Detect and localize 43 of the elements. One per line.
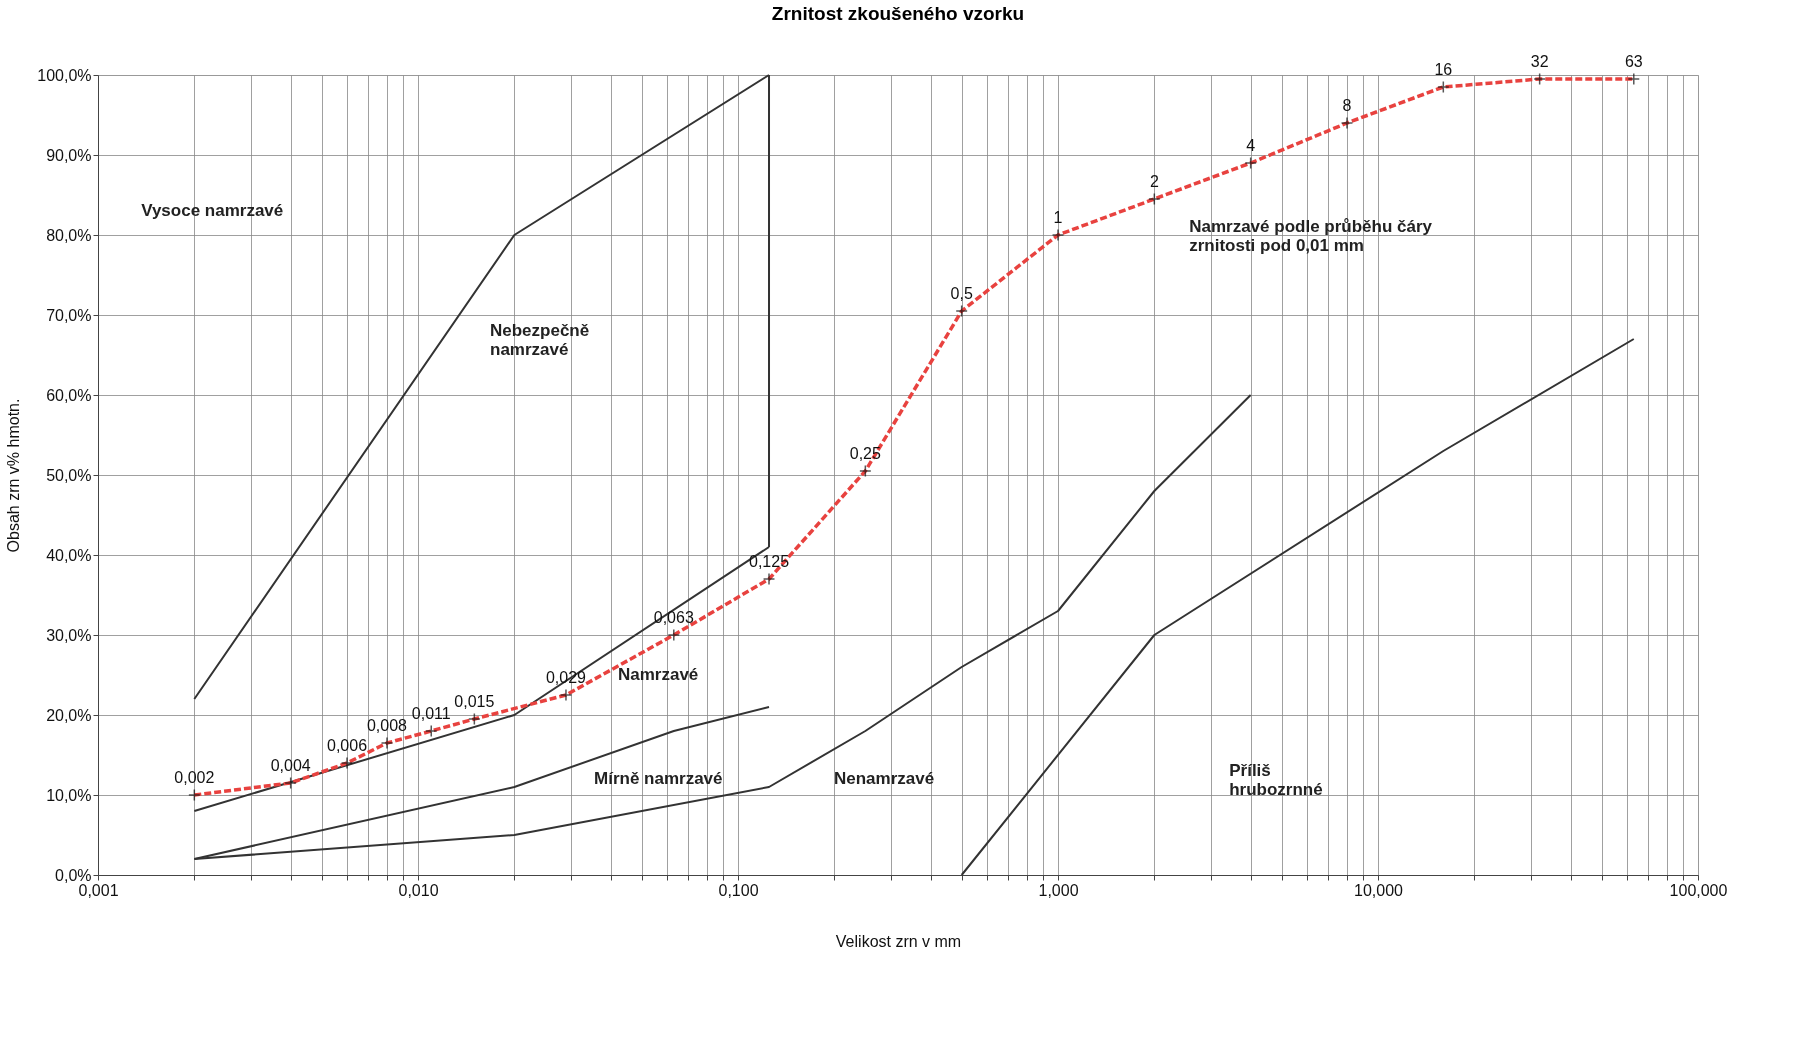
y-tick-label: 10,0% — [46, 786, 92, 804]
annotation: 0,5 — [950, 285, 973, 302]
y-tick-label: 40,0% — [46, 546, 92, 564]
annotation: 0,008 — [366, 717, 408, 734]
annotation: 2 — [1149, 173, 1159, 190]
y-tick-label: 50,0% — [46, 466, 92, 484]
y-tick-label: 70,0% — [46, 306, 92, 324]
annotation: 0,006 — [326, 737, 368, 754]
x-tick-label: 100,000 — [1669, 881, 1728, 899]
x-tick-label: 10,000 — [1354, 881, 1404, 899]
x-tick-label: 1,000 — [1038, 881, 1079, 899]
x-tick-label: 0,010 — [398, 881, 439, 899]
annotation: 4 — [1246, 137, 1256, 154]
annotation: 16 — [1434, 61, 1453, 78]
annotation: Vysoce namrzavé — [141, 201, 284, 220]
y-tick-label: 0,0% — [55, 866, 92, 884]
y-tick-label: 100,0% — [37, 66, 92, 84]
annotation: 0,015 — [454, 693, 495, 710]
annotation: 0,125 — [748, 553, 790, 570]
y-tick-label: 80,0% — [46, 226, 92, 244]
x-axis-title: Velikost zrn v mm — [835, 932, 962, 950]
x-tick-label: 0,100 — [718, 881, 759, 899]
annotation: 8 — [1342, 97, 1352, 114]
annotation: Mírně namrzavé — [594, 769, 723, 788]
annotation: Nebezpečně namrzavé — [490, 321, 590, 359]
y-tick-label: 90,0% — [46, 146, 92, 164]
y-tick-label: 30,0% — [46, 626, 92, 644]
annotation: 0,002 — [174, 769, 215, 786]
y-tick-label: 60,0% — [46, 386, 92, 404]
annotation: 32 — [1530, 53, 1549, 70]
y-tick-label: 20,0% — [46, 706, 92, 724]
y-axis-title: Obsah zrn v% hmotn. — [5, 398, 23, 553]
annotation: 0,25 — [849, 445, 882, 462]
chart-title: Zrnitost zkoušeného vzorku — [771, 3, 1025, 24]
annotation: Namrzavé — [618, 665, 699, 684]
x-tick-label: 0,001 — [78, 881, 119, 899]
annotation: Nenamrzavé — [834, 769, 935, 788]
annotation: 0,004 — [270, 757, 311, 774]
annotation: 63 — [1624, 53, 1643, 70]
annotation: 0,011 — [411, 705, 451, 722]
annotation: Příliš hrubozrnné — [1229, 761, 1323, 799]
annotation: Namrzavé podle průběhu čáry zrnitosti pod 0,01 mm — [1189, 217, 1433, 255]
annotation: 1 — [1053, 209, 1063, 226]
